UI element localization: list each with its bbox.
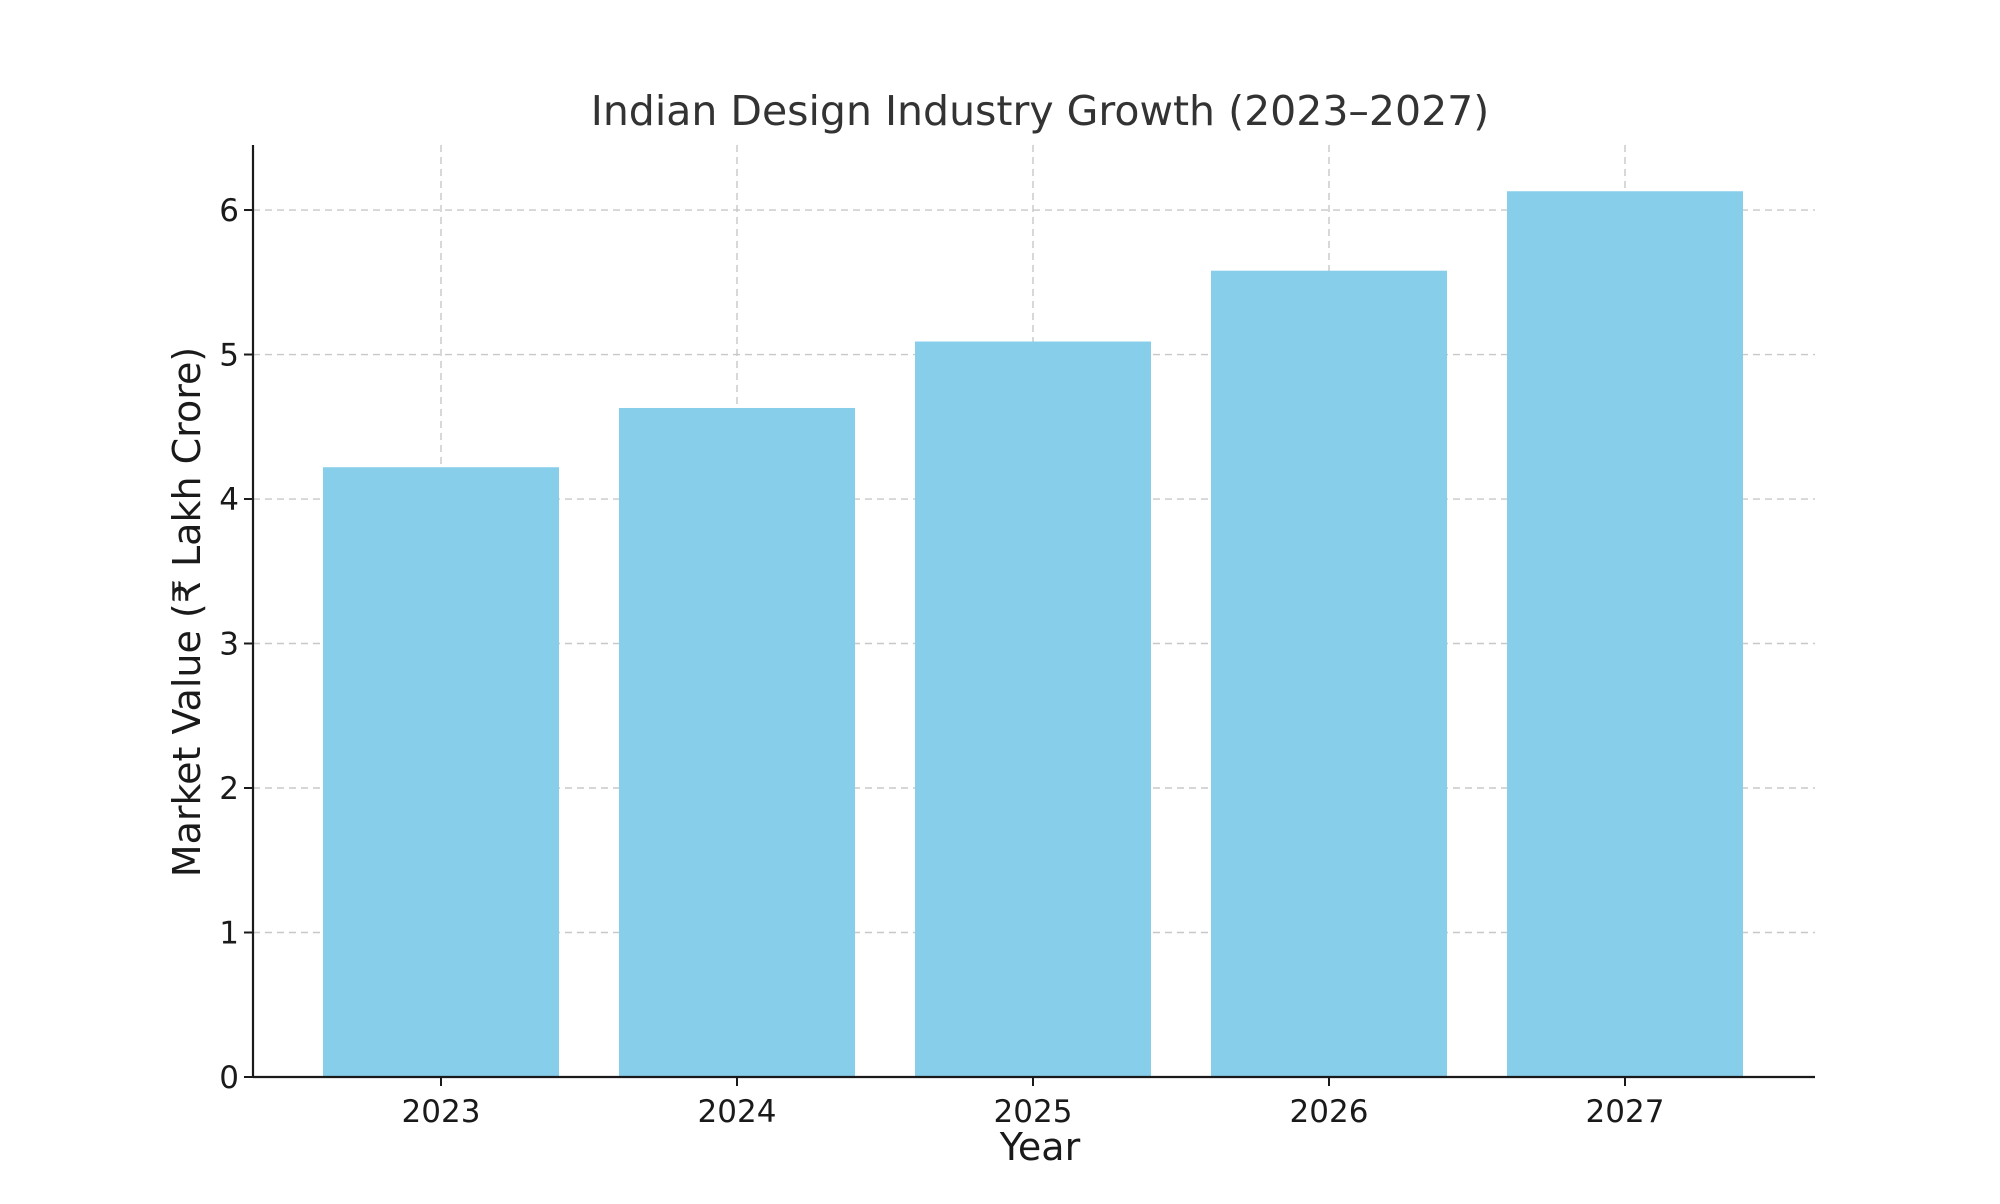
x-tick-label-2026: 2026: [1290, 1094, 1369, 1130]
y-axis-label: Market Value (₹ Lakh Crore): [165, 347, 209, 877]
y-tick-label: 1: [219, 916, 239, 952]
x-tick-label-2027: 2027: [1586, 1094, 1665, 1130]
y-tick-label: 0: [219, 1060, 239, 1096]
bars-layer: [323, 191, 1743, 1078]
x-tick-label-2024: 2024: [698, 1094, 777, 1130]
chart-title: Indian Design Industry Growth (2023–2027…: [591, 87, 1490, 135]
bar-2025: [915, 341, 1151, 1077]
y-tick-label: 4: [219, 482, 239, 518]
y-tick-label: 3: [219, 627, 239, 663]
ticks-layer: 0 1 2 3 4 5 6 2023 2024 2025 2026 2027: [219, 193, 1664, 1130]
y-tick-label: 5: [219, 338, 239, 374]
x-tick-label-2025: 2025: [994, 1094, 1073, 1130]
bar-2026: [1211, 270, 1447, 1077]
x-axis-label: Year: [999, 1125, 1081, 1169]
bar-2027: [1507, 191, 1743, 1077]
y-tick-label: 6: [219, 193, 239, 229]
bar-2024: [619, 407, 855, 1078]
x-tick-label-2023: 2023: [402, 1094, 481, 1130]
bar-2023: [323, 467, 559, 1078]
y-tick-label: 2: [219, 771, 239, 807]
